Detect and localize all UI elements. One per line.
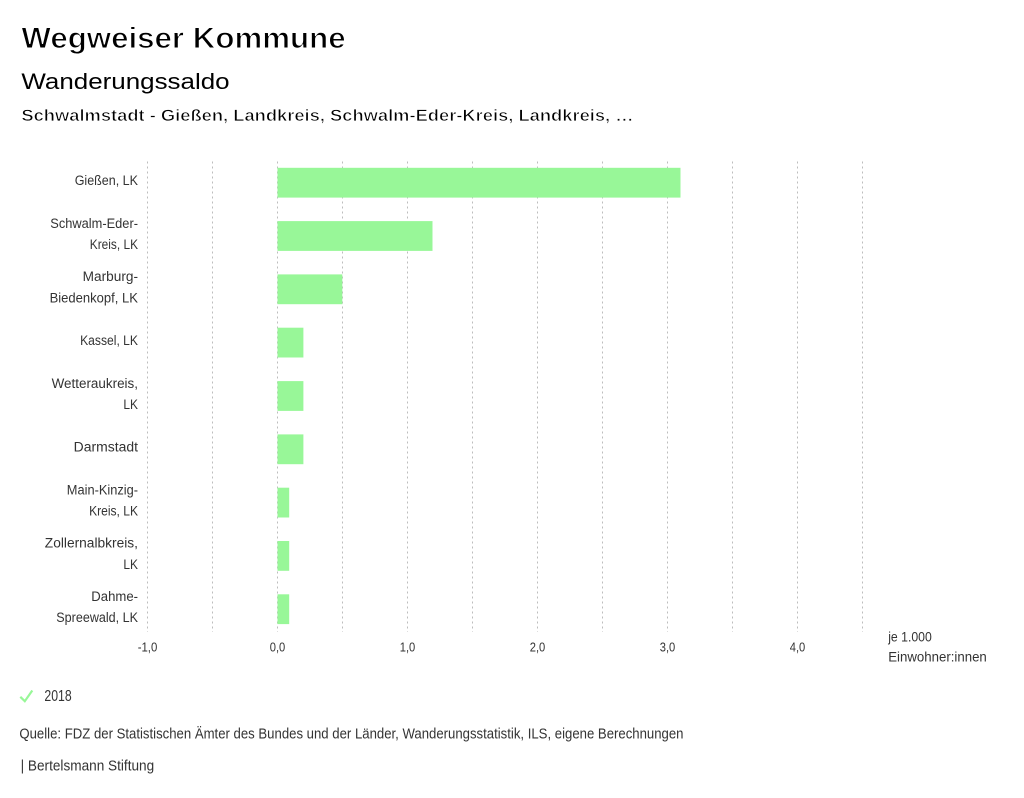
svg-text:Kreis, LK: Kreis, LK: [90, 237, 138, 252]
svg-text:4,0: 4,0: [790, 640, 806, 655]
svg-text:Marburg-: Marburg-: [83, 269, 138, 284]
svg-text:je 1.000: je 1.000: [887, 629, 932, 645]
svg-text:3,0: 3,0: [660, 640, 676, 655]
svg-text:Wanderungssaldo: Wanderungssaldo: [21, 69, 229, 94]
svg-text:Quelle: FDZ der Statistischen: Quelle: FDZ der Statistischen Ämter des …: [19, 726, 683, 743]
svg-text:Gießen, LK: Gießen, LK: [75, 173, 138, 188]
svg-text:Dahme-: Dahme-: [91, 589, 138, 604]
svg-text:Main-Kinzig-: Main-Kinzig-: [67, 482, 138, 497]
svg-text:Schwalmstadt - Gießen, Landkre: Schwalmstadt - Gießen, Landkreis, Schwal…: [21, 106, 633, 125]
svg-text:Spreewald, LK: Spreewald, LK: [56, 610, 138, 625]
svg-text:LK: LK: [123, 557, 138, 572]
svg-text:Wegweiser Kommune: Wegweiser Kommune: [21, 22, 345, 55]
svg-text:LK: LK: [123, 397, 138, 412]
svg-text:2,0: 2,0: [530, 640, 546, 655]
svg-text:2018: 2018: [44, 688, 71, 705]
svg-text:Darmstadt: Darmstadt: [74, 440, 139, 455]
svg-text:0,0: 0,0: [270, 640, 286, 655]
svg-text:Kassel, LK: Kassel, LK: [80, 333, 138, 348]
svg-text:1,0: 1,0: [400, 640, 416, 655]
svg-text:| Bertelsmann Stiftung: | Bertelsmann Stiftung: [21, 758, 155, 775]
svg-text:-1,0: -1,0: [138, 640, 158, 655]
svg-text:Biedenkopf, LK: Biedenkopf, LK: [50, 290, 138, 305]
svg-text:Schwalm-Eder-: Schwalm-Eder-: [50, 216, 138, 231]
svg-text:Wetteraukreis,: Wetteraukreis,: [52, 376, 138, 391]
svg-text:Einwohner:innen: Einwohner:innen: [888, 649, 987, 665]
svg-text:Zollernalbkreis,: Zollernalbkreis,: [45, 536, 138, 551]
svg-text:Kreis, LK: Kreis, LK: [89, 504, 138, 519]
